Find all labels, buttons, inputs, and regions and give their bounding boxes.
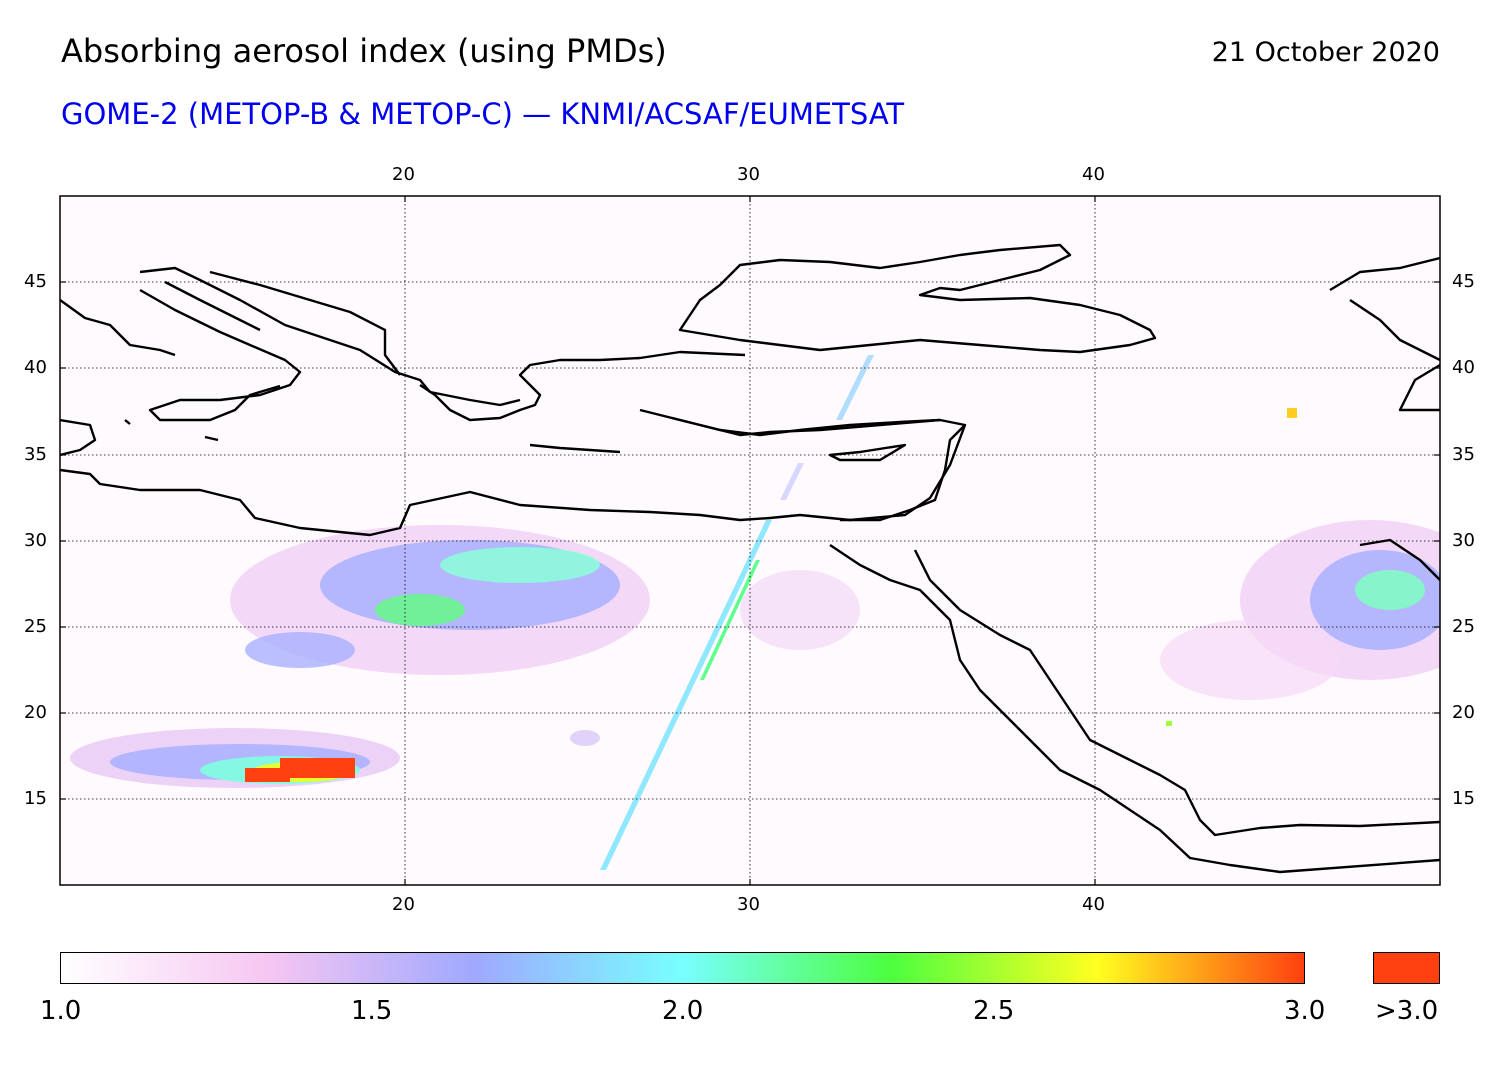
lat-tick-right: 40 [1452,357,1475,378]
coast-turkey [639,408,941,437]
coastlines [60,243,1440,874]
coast-italy [139,266,521,407]
lat-tick-right: 30 [1452,530,1475,551]
lat-tick-right: 20 [1452,702,1475,723]
coast-red-sea-east [913,549,1440,837]
coast-black-sea [678,243,1157,354]
map-subtitle: GOME-2 (METOP-B & METOP-C) — KNMI/ACSAF/… [61,97,905,131]
colorbar-over-label: >3.0 [1375,996,1439,1026]
lat-tick-left: 40 [24,357,47,378]
lat-tick-right: 25 [1452,616,1475,637]
lat-tick-left: 25 [24,616,47,637]
colorbar-label: 1.0 [40,996,82,1026]
coast-greece [419,350,746,422]
coast-adriatic-east [209,270,401,376]
lat-tick-right: 35 [1452,444,1475,465]
colorbar [60,952,1305,984]
lon-tick-bottom: 40 [1082,894,1105,915]
lat-tick-right: 15 [1452,788,1475,809]
aerosol-map [59,195,1441,886]
coast-caspian [1329,256,1440,292]
lat-tick-left: 45 [24,271,47,292]
lat-tick-right: 45 [1452,271,1475,292]
axis-ticks [60,196,1440,885]
lon-tick-top: 40 [1082,164,1105,185]
coast-sicily [124,419,219,442]
coast-crete [529,443,621,454]
lon-tick-top: 20 [392,164,415,185]
coast-persian-gulf [1359,363,1440,581]
lon-tick-top: 30 [737,164,760,185]
lat-tick-left: 15 [24,788,47,809]
colorbar-label: 2.0 [662,996,704,1026]
coast-north-africa [60,416,967,537]
plume-hotspot [245,768,290,782]
lat-tick-left: 35 [24,444,47,465]
lon-tick-bottom: 20 [392,894,415,915]
map-title: Absorbing aerosol index (using PMDs) [61,32,667,70]
lat-tick-left: 20 [24,702,47,723]
coast-cyprus [828,443,907,462]
colorbar-label: 1.5 [351,996,393,1026]
colorbar-label: 3.0 [1284,996,1326,1026]
graticule [60,196,1440,885]
lat-tick-left: 30 [24,530,47,551]
swath-streak [600,520,772,870]
coast-levant [840,424,966,522]
map-date: 21 October 2020 [1211,37,1440,68]
colorbar-over-swatch [1373,952,1440,984]
aerosol-plumes [70,355,1440,870]
coast-red-sea-west [829,544,1440,874]
colorbar-label: 2.5 [973,996,1015,1026]
lon-tick-bottom: 30 [737,894,760,915]
